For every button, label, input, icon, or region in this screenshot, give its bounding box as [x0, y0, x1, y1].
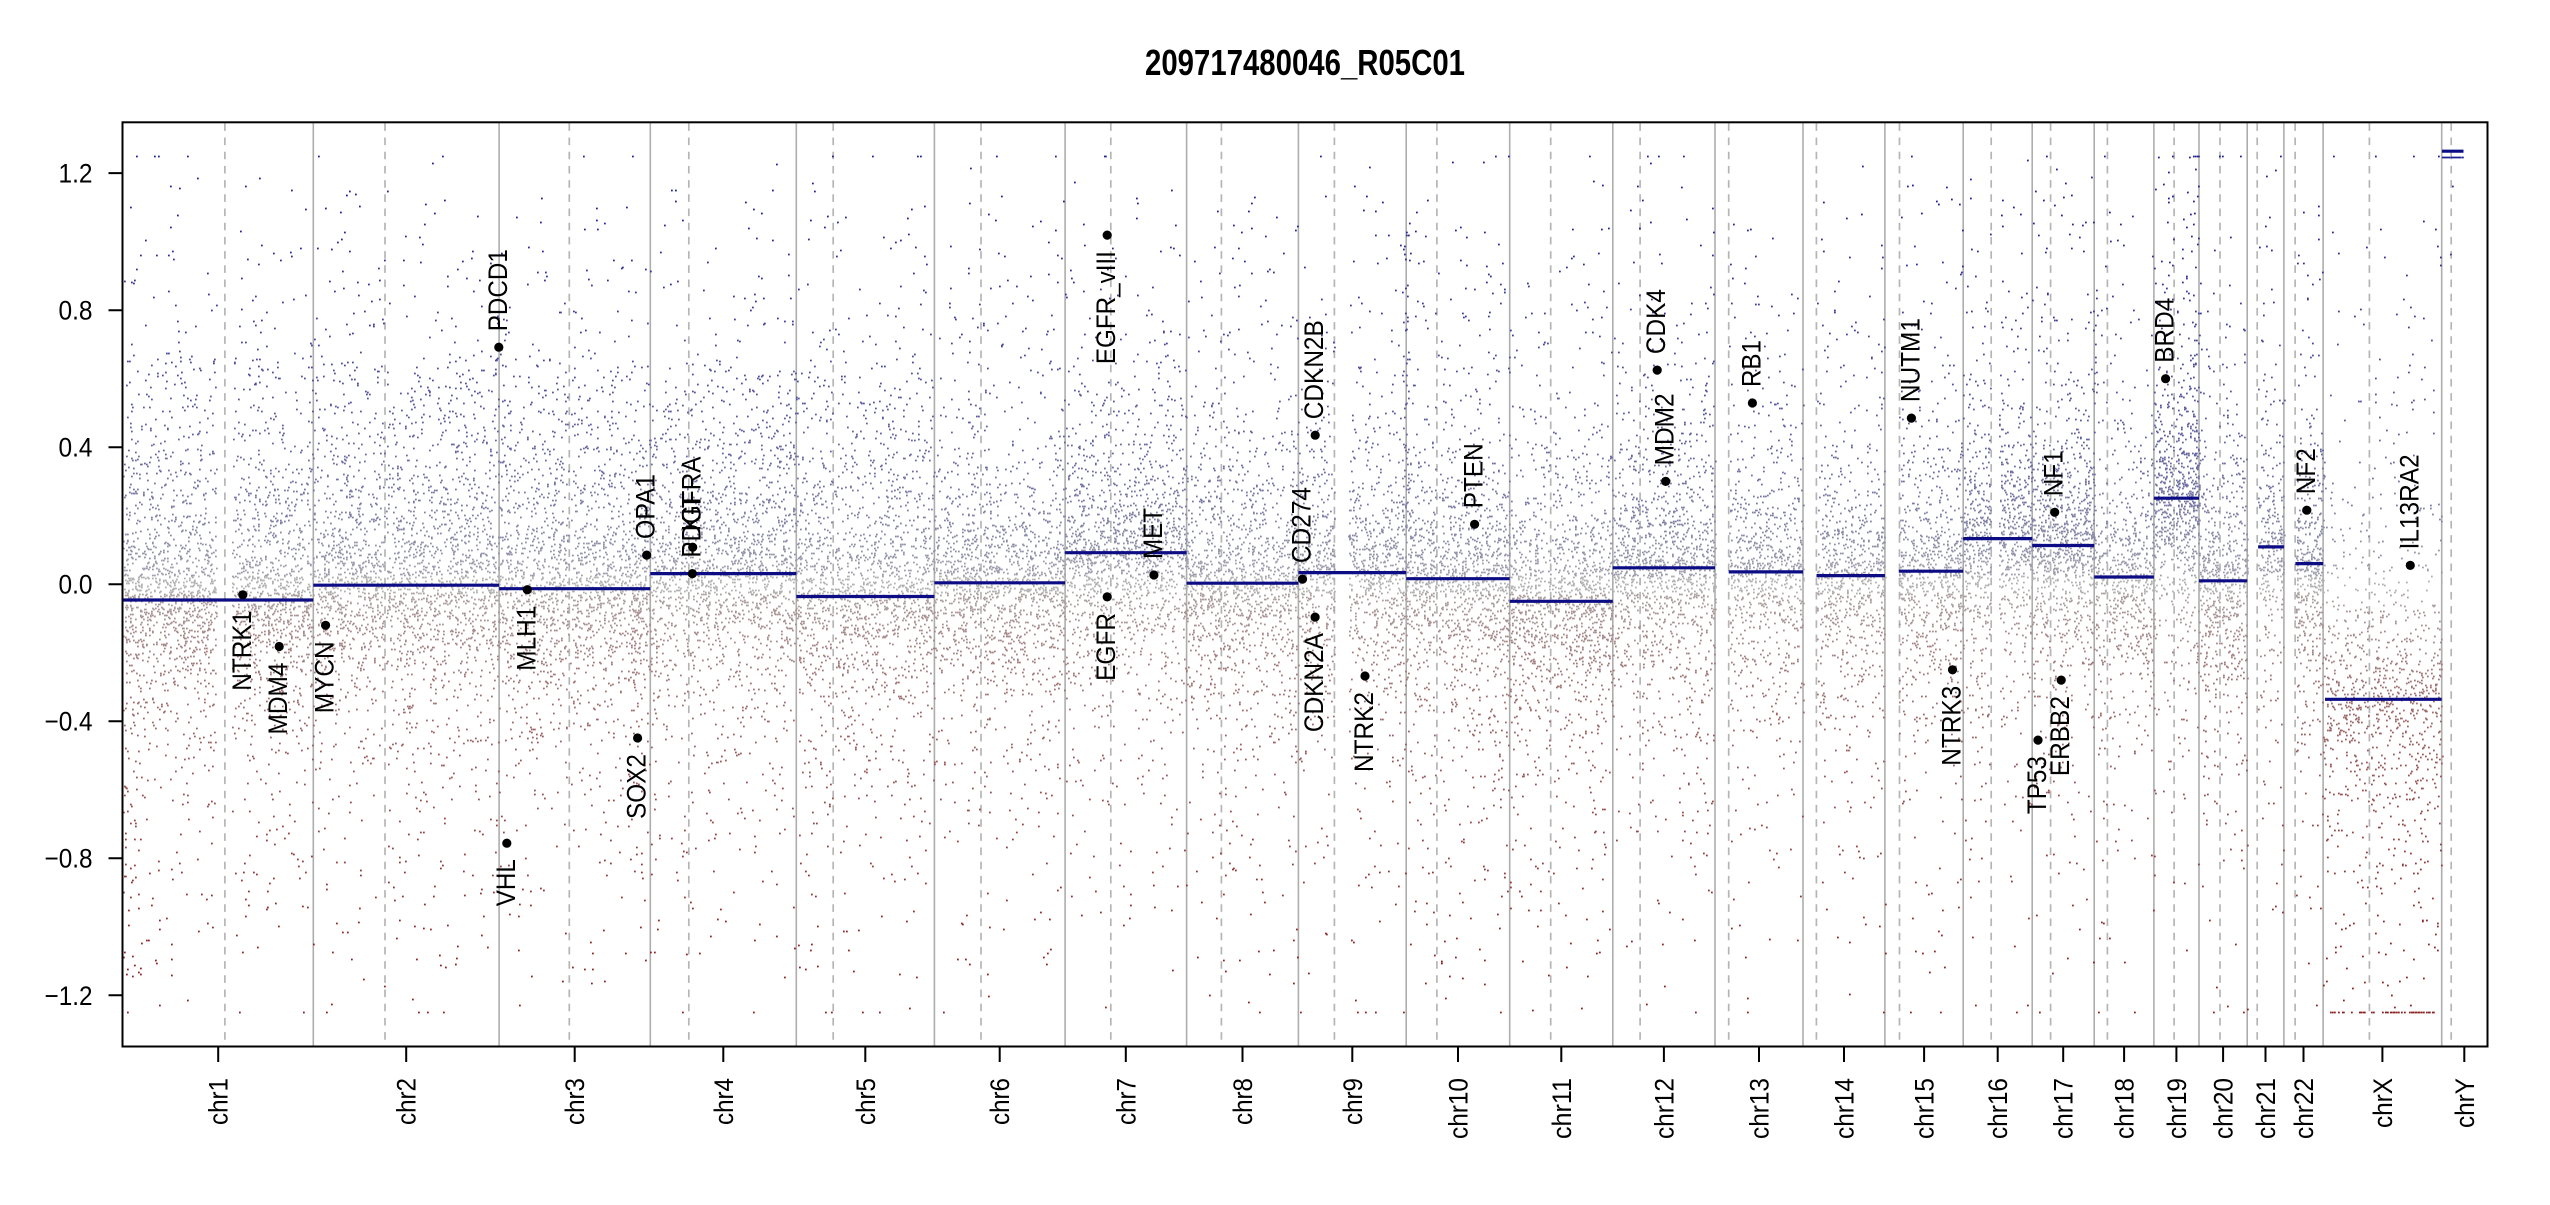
svg-text:chr3: chr3: [560, 1078, 590, 1125]
svg-text:chr6: chr6: [985, 1078, 1015, 1125]
svg-text:CD274: CD274: [1287, 487, 1317, 563]
svg-text:NF1: NF1: [2039, 450, 2069, 496]
svg-text:chr11: chr11: [1547, 1078, 1577, 1139]
svg-text:NTRK1: NTRK1: [227, 611, 257, 691]
svg-text:SOX2: SOX2: [622, 754, 652, 819]
svg-text:chr20: chr20: [2209, 1078, 2239, 1139]
svg-text:IL13RA2: IL13RA2: [2394, 454, 2424, 549]
svg-text:TP53: TP53: [2022, 756, 2052, 814]
svg-text:MDM4: MDM4: [263, 663, 293, 735]
svg-text:EGFR: EGFR: [1091, 613, 1121, 681]
svg-text:PTEN: PTEN: [1459, 443, 1489, 508]
svg-text:chr15: chr15: [1910, 1078, 1940, 1139]
svg-text:chr10: chr10: [1444, 1078, 1474, 1139]
svg-text:−0.8: −0.8: [45, 844, 93, 874]
svg-text:MLH1: MLH1: [511, 606, 541, 671]
svg-text:MDM2: MDM2: [1650, 393, 1680, 465]
svg-text:chr16: chr16: [1983, 1078, 2013, 1139]
svg-text:EGFR_vIII: EGFR_vIII: [1091, 251, 1121, 364]
svg-text:chr13: chr13: [1745, 1078, 1775, 1139]
svg-text:CDKN2A: CDKN2A: [1299, 633, 1329, 732]
svg-text:chr12: chr12: [1649, 1078, 1679, 1139]
svg-text:chr17: chr17: [2049, 1078, 2079, 1139]
svg-text:chr1: chr1: [204, 1078, 234, 1125]
svg-text:KIT: KIT: [677, 493, 707, 531]
svg-text:0.0: 0.0: [59, 570, 93, 600]
svg-text:209717480046_R05C01: 209717480046_R05C01: [1145, 42, 1465, 83]
svg-text:chr9: chr9: [1338, 1078, 1368, 1125]
svg-text:CDKN2B: CDKN2B: [1299, 320, 1329, 419]
svg-text:chr14: chr14: [1830, 1078, 1860, 1139]
svg-text:chr4: chr4: [709, 1078, 739, 1125]
svg-text:OPA1: OPA1: [631, 474, 661, 539]
svg-text:chr21: chr21: [2251, 1078, 2281, 1139]
svg-text:NTRK2: NTRK2: [1349, 692, 1379, 772]
svg-text:0.4: 0.4: [59, 433, 93, 463]
svg-text:NUTM1: NUTM1: [1895, 318, 1925, 402]
svg-text:chr19: chr19: [2162, 1078, 2192, 1139]
svg-text:chrX: chrX: [2368, 1078, 2398, 1128]
svg-text:−1.2: −1.2: [45, 981, 93, 1011]
svg-text:BRD4: BRD4: [2150, 298, 2180, 363]
svg-text:RB1: RB1: [1736, 340, 1766, 387]
svg-text:ERBB2: ERBB2: [2045, 696, 2075, 776]
svg-text:chr2: chr2: [392, 1078, 422, 1125]
svg-text:MYCN: MYCN: [310, 641, 340, 713]
svg-text:PDCD1: PDCD1: [483, 249, 513, 331]
svg-text:chr18: chr18: [2110, 1078, 2140, 1139]
svg-text:NF2: NF2: [2291, 448, 2321, 494]
svg-text:chrY: chrY: [2450, 1078, 2480, 1128]
svg-text:MET: MET: [1138, 508, 1168, 559]
svg-text:PDGFRA: PDGFRA: [676, 457, 706, 558]
svg-text:chr7: chr7: [1111, 1078, 1141, 1125]
svg-text:1.2: 1.2: [59, 159, 93, 189]
svg-text:chr22: chr22: [2289, 1078, 2319, 1139]
svg-text:−0.4: −0.4: [45, 707, 93, 737]
svg-text:NTRK3: NTRK3: [1937, 686, 1967, 766]
svg-text:VHL: VHL: [491, 859, 521, 906]
svg-text:chr8: chr8: [1228, 1078, 1258, 1125]
svg-text:chr5: chr5: [851, 1078, 881, 1125]
svg-text:CDK4: CDK4: [1641, 289, 1671, 354]
svg-text:0.8: 0.8: [59, 296, 93, 326]
